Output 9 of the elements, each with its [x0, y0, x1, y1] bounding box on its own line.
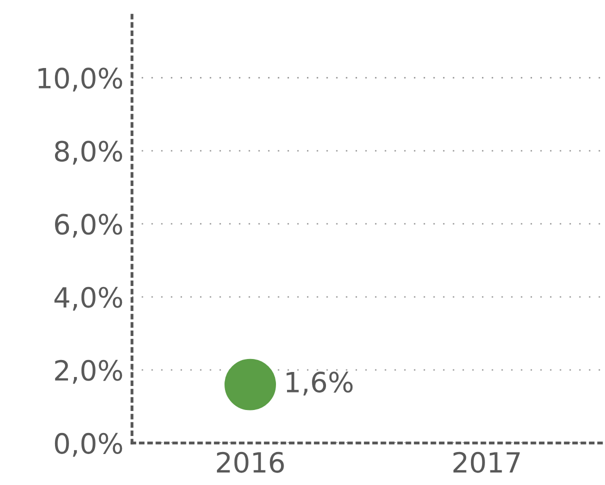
x-tick-label: 2016 [216, 452, 284, 473]
y-tick-label: 10,0% [38, 68, 122, 92]
y-tick-label: 0,0% [54, 432, 122, 457]
text: 1,6% [286, 372, 353, 396]
y-tick-label: 8,0% [54, 140, 122, 165]
y-tick-label: 2,0% [55, 360, 122, 384]
y-tick-label: 6,0% [55, 214, 122, 238]
y-tick-label: 4,0% [54, 286, 122, 311]
x-tick-label: 2017 [453, 452, 520, 473]
